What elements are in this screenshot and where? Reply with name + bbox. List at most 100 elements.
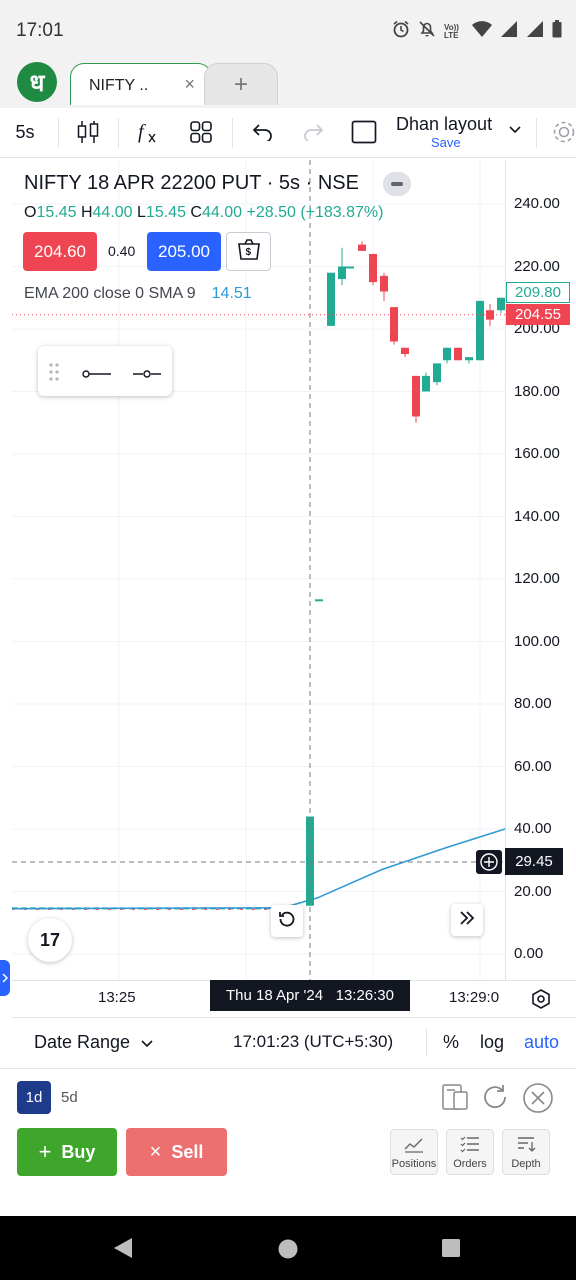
indicator-label: EMA 200 close 0 SMA 9 — [24, 285, 196, 302]
positions-label: Positions — [391, 1158, 437, 1170]
close-label: C — [190, 204, 202, 221]
spread-value: 0.40 — [108, 243, 136, 259]
new-tab-button[interactable]: + — [204, 63, 278, 105]
status-bar: 17:01 Vo)) LTE — [0, 0, 576, 60]
side-panel-handle[interactable] — [0, 960, 10, 996]
order-ticket-button[interactable]: $ — [226, 232, 271, 271]
current-price-label: 204.55 — [506, 304, 570, 325]
scroll-to-realtime-button[interactable] — [451, 904, 483, 936]
refresh-icon[interactable] — [480, 1082, 510, 1112]
recents-icon[interactable] — [441, 1238, 461, 1263]
signal-icon — [526, 20, 544, 43]
timezone-clock[interactable]: 17:01:23 (UTC+5:30) — [233, 1032, 394, 1051]
candle — [338, 266, 346, 279]
tab-label: NIFTY .. — [89, 77, 149, 94]
timeframe-5d-button[interactable]: 5d — [61, 1089, 78, 1106]
price-tick: 80.00 — [514, 695, 552, 712]
candles-icon[interactable] — [72, 108, 104, 156]
reset-icon — [278, 910, 296, 933]
layout-grid-icon[interactable] — [184, 108, 218, 156]
open-label: O — [24, 204, 37, 221]
indicators-icon[interactable]: f — [132, 108, 164, 156]
close-icon[interactable] — [522, 1082, 553, 1113]
battery-icon — [552, 20, 562, 43]
layout-save[interactable]: Save — [431, 135, 461, 150]
status-icons: Vo)) LTE — [392, 20, 562, 43]
buy-price-button[interactable]: 205.00 — [147, 232, 221, 271]
date-range-button[interactable]: Date Range — [34, 1032, 153, 1053]
chart-title: NIFTY 18 APR 22200 PUT · 5s · NSE — [24, 172, 359, 194]
svg-text:$: $ — [245, 247, 251, 258]
mute-icon — [418, 20, 436, 43]
chart-canvas[interactable] — [12, 160, 576, 980]
settings-gear-icon[interactable] — [548, 108, 576, 156]
layout-name: Dhan layout — [396, 114, 493, 134]
watchlist-icon[interactable] — [440, 1082, 470, 1112]
signal-icon — [500, 20, 518, 43]
interval-button[interactable]: 5s — [15, 121, 35, 142]
axis-settings-icon[interactable] — [530, 988, 552, 1015]
price-tick: 120.00 — [514, 570, 560, 587]
drawing-toolbar[interactable] — [38, 346, 172, 396]
wifi-icon — [472, 20, 492, 43]
reset-chart-button[interactable] — [271, 905, 303, 937]
candle — [401, 347, 409, 354]
buy-button[interactable]: + Buy — [17, 1128, 117, 1176]
chevron-down-icon[interactable] — [508, 122, 522, 140]
positions-icon — [391, 1134, 437, 1158]
depth-icon — [503, 1134, 549, 1158]
double-chevron-right-icon — [458, 910, 476, 931]
candle — [369, 254, 377, 283]
add-alert-button[interactable] — [476, 850, 502, 874]
price-tick: 100.00 — [514, 632, 560, 650]
redo-icon[interactable] — [298, 108, 330, 156]
sell-button[interactable]: × Sell — [126, 1128, 227, 1176]
price-tick: 180.00 — [514, 382, 560, 400]
chart-toolbar: 5s f Dhan layout Save — [0, 108, 576, 158]
candle — [465, 357, 473, 361]
indicator-value: 14.51 — [211, 285, 252, 302]
low-value: 15.45 — [145, 204, 186, 221]
candle — [380, 275, 388, 292]
sell-price-button[interactable]: 204.60 — [23, 232, 97, 271]
status-time: 17:01 — [16, 20, 64, 41]
close-icon[interactable]: × — [184, 74, 195, 94]
price-tick: 0.00 — [514, 945, 544, 962]
candle — [497, 297, 505, 311]
log-scale-toggle[interactable]: log — [480, 1032, 505, 1052]
candle — [486, 310, 494, 320]
price-tick: 160.00 — [514, 445, 560, 462]
horizontal-line-icon[interactable] — [132, 366, 162, 384]
candle — [306, 816, 314, 906]
chevron-down-icon — [141, 1032, 153, 1053]
chart-pane[interactable] — [12, 160, 576, 980]
positions-button[interactable]: Positions — [390, 1129, 438, 1175]
auto-scale-toggle[interactable]: auto — [524, 1032, 560, 1052]
timeframe-1d-button[interactable]: 1d — [17, 1081, 51, 1114]
back-icon[interactable] — [112, 1236, 134, 1265]
chart-bottom-toolbar — [12, 1017, 576, 1067]
close-icon: × — [149, 1140, 162, 1163]
dhan-logo[interactable]: ध — [17, 62, 57, 102]
price-tick: 60.00 — [514, 757, 552, 775]
percent-scale-toggle[interactable]: % — [443, 1032, 460, 1052]
home-icon[interactable] — [277, 1238, 299, 1265]
open-value: 15.45 — [36, 204, 77, 221]
tab-nifty[interactable]: NIFTY .. × — [70, 63, 212, 105]
collapse-legend-button[interactable] — [383, 172, 411, 196]
candle — [443, 347, 451, 361]
drag-handle-icon[interactable] — [48, 362, 60, 387]
horizontal-ray-icon[interactable] — [82, 366, 112, 384]
undo-icon[interactable] — [246, 108, 278, 156]
candle — [346, 266, 354, 269]
indicator-legend[interactable]: EMA 200 close 0 SMA 9 14.51 — [24, 285, 252, 303]
time-tick: 13:29:0 — [449, 989, 500, 1006]
sell-label: Sell — [171, 1141, 204, 1162]
depth-label: Depth — [511, 1158, 541, 1170]
tradingview-logo[interactable]: 17 — [28, 918, 72, 962]
volte-icon: Vo)) LTE — [444, 22, 459, 40]
orders-button[interactable]: Orders — [446, 1129, 494, 1175]
fullscreen-icon[interactable] — [348, 108, 380, 156]
price-tick: 220.00 — [514, 257, 560, 275]
depth-button[interactable]: Depth — [502, 1129, 550, 1175]
